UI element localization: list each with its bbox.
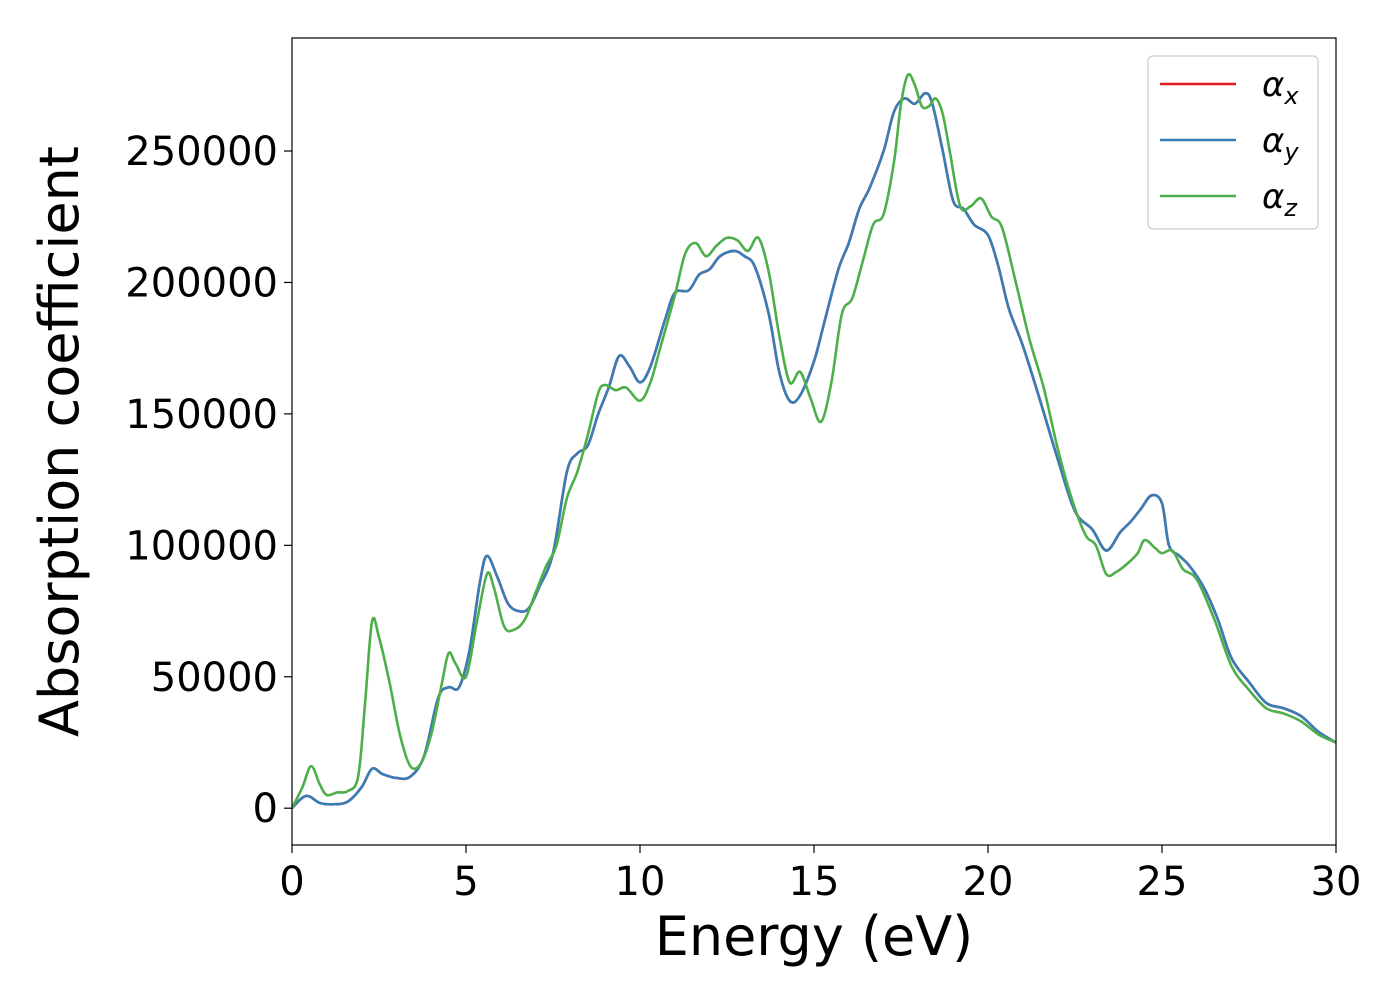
x-tick-label: 10 (615, 859, 666, 905)
y-tick-label: 150000 (125, 392, 278, 438)
y-tick-label: 250000 (125, 129, 278, 175)
x-tick-label: 20 (963, 859, 1014, 905)
x-axis-label: Energy (eV) (655, 905, 974, 968)
y-axis-ticks: 0 50000 100000 150000 200000 250000 (125, 129, 292, 832)
legend-label-alpha-z: αz (1262, 177, 1298, 222)
x-tick-label: 25 (1137, 859, 1188, 905)
y-tick-label: 100000 (125, 523, 278, 569)
y-tick-label: 50000 (151, 655, 278, 701)
legend-box (1147, 55, 1319, 230)
legend-label-alpha-x: αx (1262, 65, 1299, 110)
series-line-alpha-z (292, 72, 1336, 809)
x-axis-ticks: 0 5 10 15 20 25 30 (279, 845, 1361, 905)
y-tick-label: 0 (253, 786, 278, 832)
series-layer (292, 72, 1336, 810)
x-tick-label: 30 (1311, 859, 1362, 905)
legend-label-alpha-y: αy (1262, 121, 1299, 166)
x-tick-label: 5 (453, 859, 478, 905)
x-tick-label: 0 (279, 859, 304, 905)
x-tick-label: 15 (789, 859, 840, 905)
legend: αx αy αz (1147, 55, 1319, 230)
series-line-alpha-y (292, 91, 1336, 810)
y-tick-label: 200000 (125, 260, 278, 306)
y-axis-label: Absorption coefficient (28, 146, 91, 737)
